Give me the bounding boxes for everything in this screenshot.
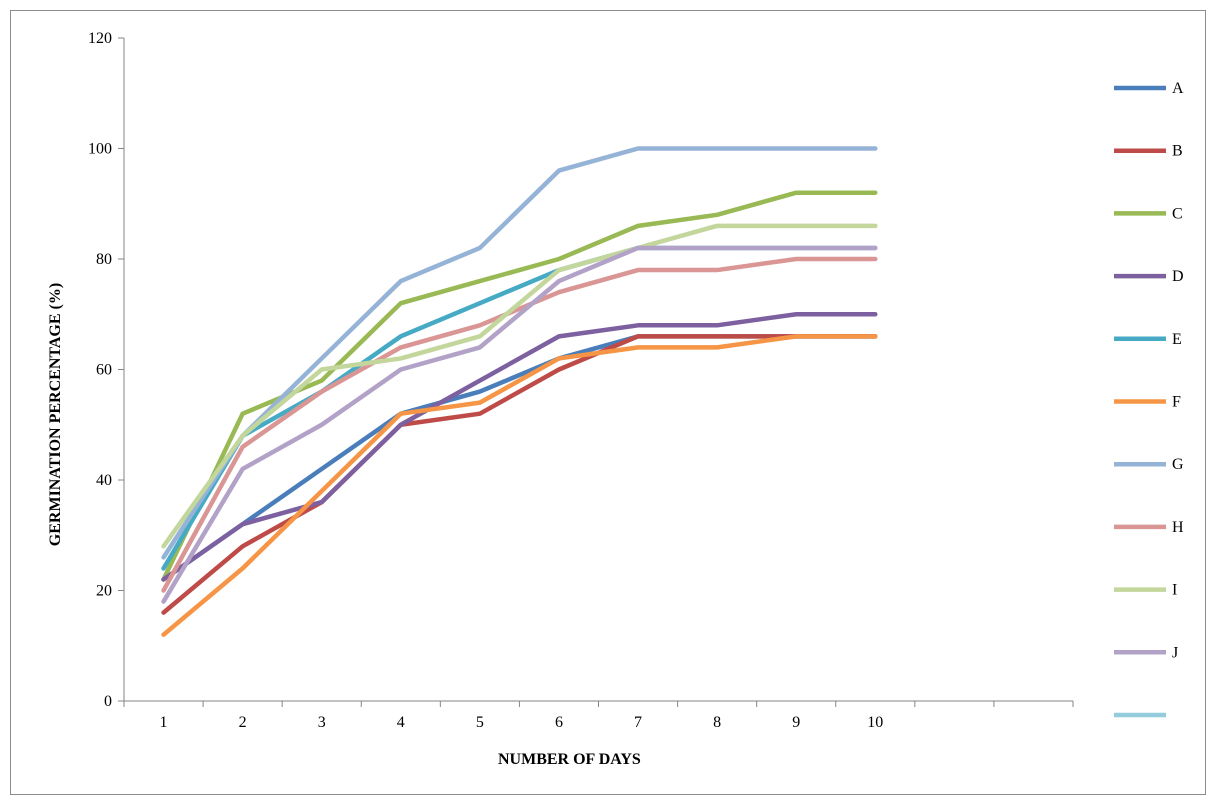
x-tick-label: 3 xyxy=(318,714,326,731)
chart-frame: 0 20 40 60 80 100 120 1 2 3 4 5 6 7 8 9 10 A B C D E F G H I J NU… xyxy=(10,10,1206,795)
y-tick-label: 40 xyxy=(96,472,112,489)
line-chart: 0 20 40 60 80 100 120 1 2 3 4 5 6 7 8 9 10 A B C D E F G H I J NU… xyxy=(47,30,1184,768)
legend-label: A xyxy=(1172,80,1184,97)
axes: 0 20 40 60 80 100 120 1 2 3 4 5 6 7 8 9 10 xyxy=(88,30,1074,731)
legend-label: D xyxy=(1172,268,1184,285)
y-tick-label: 120 xyxy=(88,30,112,47)
legend-label: E xyxy=(1172,331,1182,348)
legend-label: B xyxy=(1172,143,1183,160)
y-axis-title: GERMINATION PERCENTAGE (%) xyxy=(47,283,64,546)
series-lines xyxy=(161,146,878,637)
series-line-g xyxy=(161,146,878,560)
series-line-d xyxy=(161,312,878,582)
legend-label: H xyxy=(1172,519,1184,536)
series-line-i xyxy=(161,223,878,549)
x-tick-label: 9 xyxy=(792,714,800,731)
y-tick-label: 80 xyxy=(96,251,112,268)
series-line-c xyxy=(161,190,878,582)
y-tick-label: 60 xyxy=(96,362,112,379)
x-tick-label: 5 xyxy=(476,714,484,731)
legend-label: C xyxy=(1172,205,1183,222)
series-line-b xyxy=(161,334,878,615)
series-line-h xyxy=(161,256,878,593)
legend-label: G xyxy=(1172,456,1184,473)
x-tick-label: 8 xyxy=(713,714,721,731)
x-tick-label: 10 xyxy=(867,714,883,731)
legend-label: I xyxy=(1172,582,1177,599)
series-line-f xyxy=(161,334,878,637)
y-tick-label: 20 xyxy=(96,583,112,600)
legend-label: F xyxy=(1172,394,1181,411)
legend-label: J xyxy=(1172,644,1178,661)
series-line-j xyxy=(161,245,878,604)
x-tick-label: 4 xyxy=(397,714,405,731)
legend: A B C D E F G H I J xyxy=(1114,80,1184,718)
x-tick-label: 2 xyxy=(239,714,247,731)
y-tick-label: 0 xyxy=(104,693,112,710)
y-tick-label: 100 xyxy=(88,141,112,158)
x-tick-label: 1 xyxy=(160,714,168,731)
x-axis-title: NUMBER OF DAYS xyxy=(498,751,641,768)
x-tick-label: 6 xyxy=(555,714,563,731)
x-tick-label: 7 xyxy=(634,714,642,731)
